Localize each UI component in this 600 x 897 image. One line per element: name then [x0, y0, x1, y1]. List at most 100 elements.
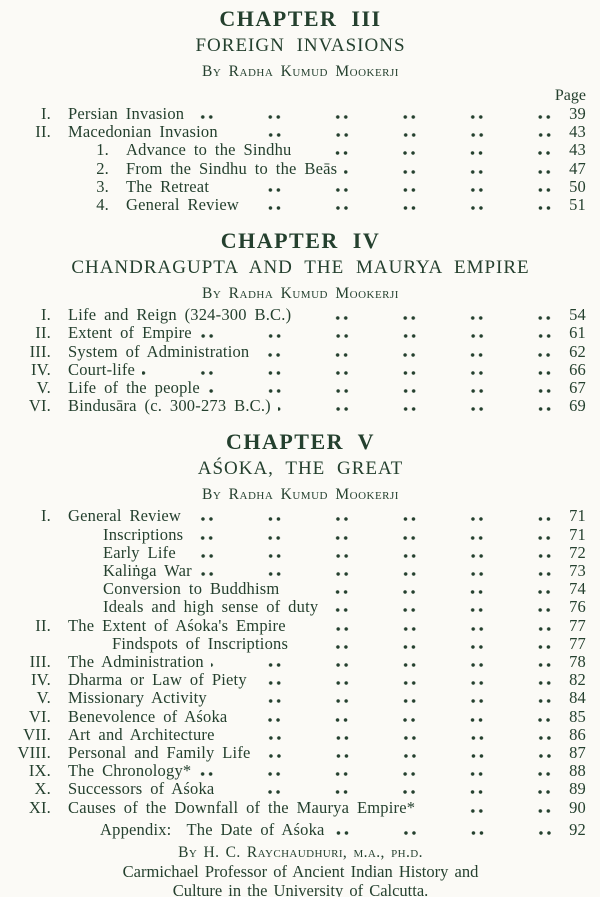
- entry-title: General Review: [126, 195, 240, 215]
- entry-page-number: 84: [569, 688, 586, 708]
- toc-entry: 2. From the Sindhu to the Beās 47: [15, 158, 586, 178]
- toc-entry: V. Missionary Activity 84: [15, 688, 586, 708]
- chapter-author-byline: By Radha Kumud Mookerji: [202, 285, 399, 303]
- entry-page-number: 43: [569, 140, 586, 160]
- chapter-section: CHAPTER V AŚOKA, THE GREAT By Radha Kumu…: [15, 429, 586, 817]
- dot-leader: [295, 634, 554, 654]
- dot-leader: [216, 177, 554, 197]
- entry-page-number: 62: [569, 341, 586, 361]
- entry-page-number: 78: [569, 652, 586, 672]
- entry-number: V.: [36, 378, 51, 398]
- dot-leader: [188, 507, 554, 526]
- dot-leader: [191, 105, 554, 124]
- dot-leader: [298, 306, 554, 325]
- entry-number: X.: [34, 779, 51, 799]
- entry-title: Missionary Activity: [68, 688, 207, 708]
- entry-page-number: 90: [569, 797, 586, 817]
- entry-number: II.: [35, 615, 51, 635]
- entry-number: 3.: [96, 176, 109, 196]
- entry-title: Kaliṅga War: [103, 561, 192, 581]
- toc-entry: VI. Benevolence of Aśoka 85: [15, 706, 586, 726]
- entry-page-number: 85: [569, 706, 586, 726]
- toc-entry: Early Life 72: [15, 542, 586, 563]
- entry-number: IV.: [30, 359, 51, 379]
- dot-leader: [224, 123, 554, 142]
- appendix-title: The Date of Aśoka: [186, 819, 325, 839]
- entry-number: VII.: [23, 724, 51, 744]
- entry-page-number: 89: [569, 779, 586, 799]
- entry-page-number: 82: [569, 670, 586, 690]
- dot-leader: [142, 360, 554, 380]
- chapter-subtitle: CHANDRAGUPTA AND THE MAURYA EMPIRE: [71, 257, 530, 279]
- dot-leader: [422, 798, 554, 817]
- chapter-section: CHAPTER IV CHANDRAGUPTA AND THE MAURYA E…: [15, 228, 586, 416]
- entry-page-number: 87: [569, 743, 586, 763]
- dot-leader: [190, 525, 554, 544]
- entry-number: I.: [40, 506, 51, 526]
- chapter-heading: CHAPTER IV: [220, 228, 381, 254]
- chapter-heading: CHAPTER V: [225, 429, 376, 455]
- toc-entry: I. General Review 71: [15, 506, 586, 526]
- entry-number: V.: [36, 688, 51, 708]
- dot-leader: [344, 159, 554, 178]
- entry-number: VI.: [28, 706, 51, 726]
- toc-entry: II. Extent of Empire 61: [15, 323, 586, 343]
- dot-leader: [221, 725, 554, 745]
- entry-title: The Retreat: [126, 176, 210, 196]
- entry-title: Successors of Aśoka: [68, 779, 215, 799]
- dot-leader: [221, 780, 554, 799]
- toc-entry: VIII. Personal and Family Life 87: [15, 743, 586, 763]
- entries-list: I. Life and Reign (324-300 B.C.) 54 II. …: [15, 305, 586, 416]
- author-affiliation-line-2: Culture in the University of Calcutta.: [172, 881, 429, 897]
- dot-leader: [277, 397, 554, 416]
- toc-entry: Inscriptions 71: [15, 524, 586, 544]
- entry-number: III.: [29, 341, 51, 361]
- toc-entry: VII. Art and Architecture 86: [15, 724, 586, 745]
- entry-title: Life of the people: [68, 378, 200, 398]
- dot-leader: [198, 324, 554, 343]
- entry-number: IV.: [30, 670, 51, 690]
- toc-entry: Ideals and high sense of duty 76: [15, 597, 586, 617]
- entry-number: VI.: [28, 396, 51, 416]
- entry-page-number: 77: [569, 615, 586, 635]
- dot-leader: [234, 707, 554, 726]
- entry-title: The Chronology*: [68, 761, 192, 781]
- page-column-label: Page: [554, 87, 586, 104]
- author-affiliation-line-1: Carmichael Professor of Ancient Indian H…: [122, 862, 479, 882]
- entry-page-number: 50: [569, 176, 586, 196]
- entry-page-number: 72: [569, 542, 586, 562]
- entry-title: Inscriptions: [103, 524, 184, 544]
- entry-number: II.: [35, 323, 51, 343]
- chapter-heading: CHAPTER III: [219, 6, 382, 31]
- entry-page-number: 86: [569, 724, 586, 744]
- entry-page-number: 69: [569, 396, 586, 416]
- entry-page-number: 88: [569, 761, 586, 781]
- dot-leader: [198, 762, 554, 781]
- dot-leader: [292, 616, 554, 635]
- toc-entry: I. Persian Invasion 39: [15, 104, 586, 124]
- dot-leader: [182, 543, 554, 563]
- toc-entry: III. The Administration 78: [15, 652, 586, 672]
- entry-title: System of Administration: [68, 341, 250, 361]
- entry-title: Persian Invasion: [68, 104, 185, 123]
- toc-entry: III. System of Administration 62: [15, 341, 586, 361]
- toc-entry: I. Life and Reign (324-300 B.C.) 54: [15, 305, 586, 325]
- appendix-label: Appendix:: [100, 819, 172, 839]
- dot-leader: [206, 379, 554, 398]
- entry-title: Macedonian Invasion: [68, 122, 218, 142]
- entry-number: I.: [40, 104, 51, 123]
- dot-leader: [213, 689, 554, 708]
- entry-page-number: 47: [569, 158, 586, 178]
- entry-title: Court-life: [68, 359, 136, 379]
- dot-leader: [256, 342, 554, 361]
- dot-leader: [257, 744, 554, 763]
- chapter-author-byline: By Radha Kumud Mookerji: [202, 63, 399, 80]
- toc-entry: 3. The Retreat 50: [15, 176, 586, 197]
- entry-title: General Review: [68, 506, 182, 526]
- entry-number: I.: [40, 305, 51, 325]
- dot-leader: [253, 671, 554, 690]
- entry-title: Dharma or Law of Piety: [68, 670, 247, 690]
- entry-page-number: 76: [569, 597, 586, 617]
- dot-leader: [246, 196, 554, 215]
- entry-page-number: 51: [569, 195, 586, 215]
